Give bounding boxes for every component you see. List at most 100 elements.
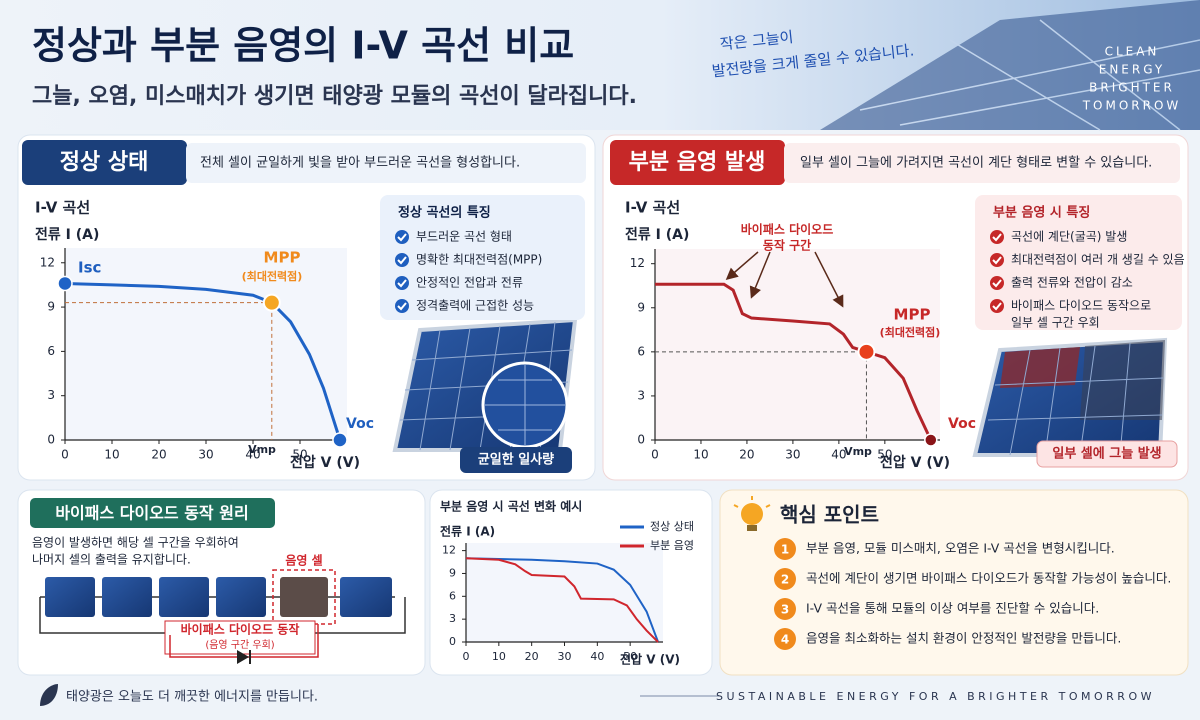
x-tick-label: 40 [245, 448, 260, 462]
feature-item: 출력 전류와 전압이 감소 [1011, 276, 1133, 290]
badge-text: 정상 상태 [60, 150, 149, 175]
solar-panel-image [392, 317, 578, 452]
caption-bg [1036, 440, 1178, 468]
feature-item: 정격출력에 근접한 성능 [416, 299, 534, 313]
feature-item: 곡선에 계단(굴곡) 발생 [1011, 230, 1127, 244]
feature-item: 안정적인 전압과 전류 [416, 276, 523, 290]
subtitle: 그늘, 오염, 미스매치가 생기면 태양광 모듈의 곡선이 달라집니다. [32, 84, 637, 109]
badge [610, 140, 785, 185]
brand-line: ENERGY [1099, 63, 1166, 77]
x-tick-label: 30 [785, 448, 800, 462]
panel [719, 489, 1189, 676]
x-axis-label: 전압 V (V) [290, 454, 360, 471]
annotation: 동작 구간 [763, 238, 811, 253]
x-tick-label: 20 [739, 448, 754, 462]
x-axis-label: 전압 V (V) [880, 454, 950, 471]
features-title: 부분 음영 시 특징 [993, 205, 1090, 221]
diode-sublabel: (음영 구간 우회) [205, 639, 274, 651]
point-number: 2 [781, 573, 789, 587]
y-tick-label: 12 [40, 255, 55, 269]
check-icon [395, 299, 409, 313]
x-tick-label: 50 [292, 448, 307, 462]
features-title: 정상 곡선의 특징 [398, 205, 491, 221]
badge [22, 140, 187, 185]
check-icon [990, 276, 1004, 290]
y-tick-label: 3 [637, 388, 645, 402]
y-tick-label: 0 [637, 433, 645, 447]
x-axis-label: 전압 V (V) [620, 652, 680, 667]
y-tick-label: 9 [47, 300, 55, 314]
check-icon [395, 230, 409, 244]
annotation-arrow [725, 251, 759, 280]
x-tick-label: 10 [693, 448, 708, 462]
footer-right: SUSTAINABLE ENERGY FOR A BRIGHTER TOMORR… [716, 690, 1155, 703]
feature-item: 부드러운 곡선 형태 [416, 230, 512, 244]
shaded-label: 음영 셀 [285, 553, 322, 568]
check-icon [990, 299, 1004, 313]
y-tick-label: 12 [442, 544, 456, 557]
annotation: Voc [948, 416, 976, 432]
annotation-arrow [749, 251, 771, 299]
x-tick-label: 0 [61, 448, 69, 462]
check-icon [990, 230, 1004, 244]
legend-label: 부분 음영 [650, 539, 694, 552]
brand-line: CLEAN [1105, 45, 1160, 59]
feature-item: 바이패스 다이오드 동작으로 [1011, 299, 1151, 313]
chart-title: I-V 곡선 [35, 199, 90, 217]
x-tick-label: 40 [590, 650, 604, 663]
annotation: 바이패스 다이오드 [741, 222, 834, 237]
annotation: (최대전력점) [880, 325, 941, 339]
number-badge [774, 568, 796, 590]
description: 전체 셀이 균일하게 빛을 받아 부드러운 곡선을 형성합니다. [200, 156, 520, 171]
header-panels-decor [820, 0, 1200, 131]
badge-text: 부분 음영 발생 [629, 150, 766, 175]
brand-line: BRIGHTER [1089, 81, 1175, 95]
y-tick-label: 0 [47, 433, 55, 447]
features-box [975, 195, 1182, 330]
check-mark [397, 233, 407, 242]
y-tick-label: 9 [449, 566, 456, 579]
check-mark [397, 279, 407, 288]
x-tick-label: 30 [198, 448, 213, 462]
x-tick-label: 20 [151, 448, 166, 462]
y-axis-label: 전류 I (A) [440, 524, 495, 539]
image-caption: 일부 셀에 그늘 발생 [1052, 446, 1161, 462]
mpp-point [262, 293, 281, 312]
plot-area [655, 249, 940, 440]
curve-point [57, 275, 73, 292]
x-tick-label: 10 [492, 650, 506, 663]
y-tick-label: 3 [449, 612, 456, 625]
y-tick-label: 6 [47, 344, 55, 358]
bypass-title: 바이패스 다이오드 동작 원리 [55, 504, 248, 523]
point-number: 1 [781, 543, 789, 557]
check-mark [992, 256, 1002, 265]
feature-item: 명확한 최대전력점(MPP) [416, 253, 542, 267]
number-badge [774, 598, 796, 620]
leaf-icon [40, 684, 58, 706]
solar-panel-image [972, 337, 1168, 457]
point-text: 부분 음영, 모듈 미스매치, 오염은 I-V 곡선을 변형시킵니다. [806, 541, 1115, 556]
y-tick-label: 0 [449, 635, 456, 648]
bypass-description: 나머지 셀의 출력을 유지합니다. [32, 553, 191, 567]
image-caption: 균일한 일사량 [478, 452, 554, 468]
annotation: Isc [78, 259, 101, 277]
check-mark [397, 302, 407, 311]
diode-label: 바이패스 다이오드 동작 [181, 622, 300, 637]
check-mark [992, 302, 1002, 311]
y-tick-label: 12 [630, 256, 645, 270]
x-tick-label: 0 [463, 650, 470, 663]
plot-area [65, 248, 347, 440]
number-badge [774, 628, 796, 650]
annotation-arrow [814, 251, 844, 308]
check-icon [395, 253, 409, 267]
annotation: (최대전력점) [242, 269, 303, 283]
y-tick-label: 9 [637, 300, 645, 314]
mpp-point [857, 342, 876, 361]
x-tick-label: 20 [525, 650, 539, 663]
x-tick-label: 0 [651, 448, 659, 462]
plot-area [466, 543, 663, 642]
x-tick-label: 50 [877, 448, 892, 462]
y-tick-label: 3 [47, 388, 55, 402]
description: 일부 셀이 그늘에 가려지면 곡선이 계단 형태로 변할 수 있습니다. [800, 156, 1152, 171]
annotation: Vmp [248, 443, 276, 456]
